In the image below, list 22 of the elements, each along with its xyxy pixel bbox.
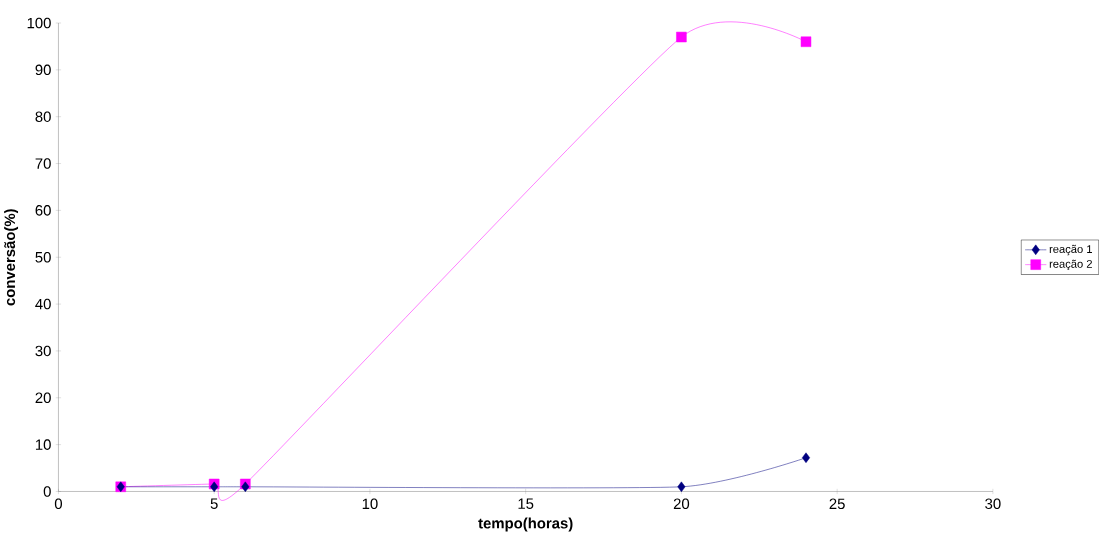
y-tick-label: 50 bbox=[35, 252, 51, 263]
y-tick-label: 40 bbox=[35, 299, 51, 310]
y-axis-title: conversão(%) bbox=[4, 209, 19, 306]
y-tick-label: 60 bbox=[35, 205, 51, 216]
x-tick-label: 30 bbox=[985, 498, 1001, 510]
x-tick-label: 20 bbox=[673, 498, 690, 510]
y-tick-label: 80 bbox=[35, 111, 51, 123]
y-tick-label: 0 bbox=[43, 486, 51, 497]
y-tick-label: 70 bbox=[35, 158, 51, 170]
x-tick-label: 0 bbox=[54, 498, 63, 510]
legend-label: reação 2 bbox=[1049, 259, 1092, 271]
x-axis-title: tempo(horas) bbox=[478, 517, 573, 532]
y-tick-label: 100 bbox=[27, 17, 51, 29]
x-tick-label: 5 bbox=[210, 498, 218, 510]
x-tick-label: 10 bbox=[362, 498, 378, 510]
y-tick-label: 90 bbox=[35, 64, 51, 76]
legend-label: reação 1 bbox=[1049, 245, 1092, 256]
x-tick-label: 15 bbox=[518, 498, 534, 510]
y-tick-label: 30 bbox=[35, 345, 51, 357]
y-tick-label: 10 bbox=[35, 439, 51, 451]
y-tick-label: 20 bbox=[35, 392, 51, 404]
x-tick-label: 25 bbox=[829, 498, 845, 510]
